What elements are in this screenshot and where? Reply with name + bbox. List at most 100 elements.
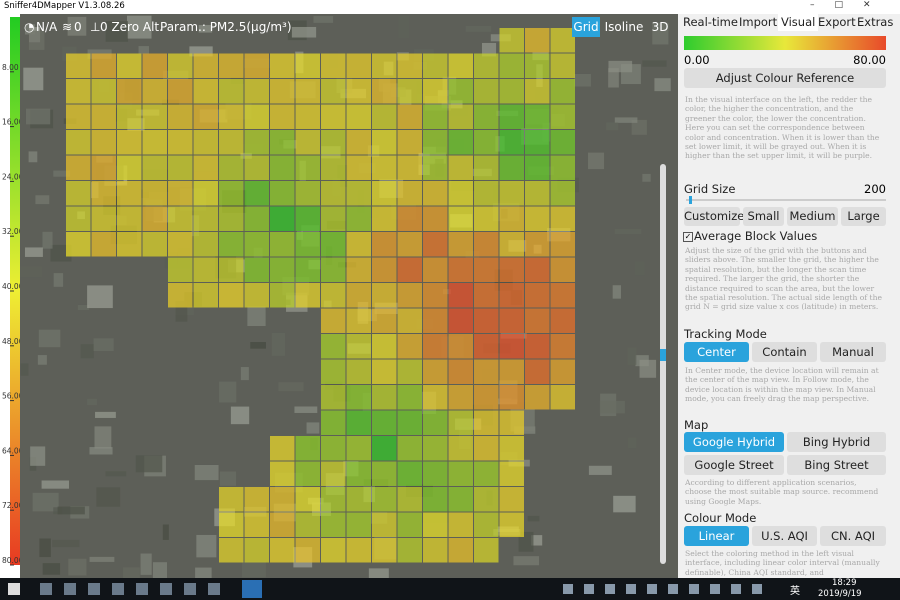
map-building — [241, 561, 266, 578]
grid-cell — [397, 232, 422, 257]
grid-cell — [270, 79, 295, 104]
grid-cell — [372, 104, 397, 129]
app-icon[interactable] — [242, 580, 262, 598]
average-label[interactable]: Average Block Values — [694, 229, 818, 243]
grid-cell — [550, 53, 575, 78]
grid-cell — [219, 206, 244, 231]
grid-cell — [499, 104, 524, 129]
colour-mode-button[interactable]: CN. AQI — [820, 526, 886, 546]
tracking-button[interactable]: Manual — [820, 342, 886, 362]
view-button[interactable]: Grid — [572, 17, 600, 37]
grid-button[interactable]: Customize — [684, 207, 744, 226]
grid-cell — [550, 283, 575, 308]
grid-cell — [66, 206, 91, 231]
grid-cell — [525, 79, 550, 104]
grid-cell — [168, 257, 193, 282]
colour-mode-button[interactable]: Linear — [684, 526, 749, 546]
grid-button[interactable]: Large — [841, 207, 886, 226]
grid-cell — [244, 181, 269, 206]
grid-cell — [525, 283, 550, 308]
map-building — [627, 347, 637, 365]
map-button[interactable]: Bing Street — [787, 455, 886, 475]
grid-cell — [525, 53, 550, 78]
checkbox[interactable]: ✓ — [683, 232, 693, 242]
grid-cell — [550, 232, 575, 257]
map-building — [37, 355, 47, 365]
map-building — [608, 68, 619, 88]
map-scrollbar[interactable] — [660, 164, 666, 564]
view-button[interactable]: 3D — [651, 20, 669, 34]
gradient-max: 80.00 — [853, 53, 886, 67]
grid-cell — [295, 206, 320, 231]
grid-cell — [321, 436, 346, 461]
grid-cell — [397, 181, 422, 206]
map-building — [639, 359, 657, 378]
grid-cell — [321, 410, 346, 435]
tab[interactable]: Export — [818, 15, 856, 29]
count: 0 — [74, 20, 82, 34]
clock-time: 18:29 — [832, 578, 857, 588]
grid-cell — [550, 334, 575, 359]
grid-cell — [244, 232, 269, 257]
grid-button[interactable]: Small — [743, 207, 784, 226]
grid-cell — [270, 538, 295, 563]
map-building — [162, 524, 169, 540]
grid-cell — [550, 181, 575, 206]
map-building — [152, 562, 168, 578]
map-button[interactable]: Google Hybrid — [684, 432, 784, 452]
slider-thumb[interactable] — [689, 196, 692, 204]
map-button[interactable]: Google Street — [684, 455, 784, 475]
tab[interactable]: Import — [739, 15, 778, 29]
grid-cell — [423, 410, 448, 435]
tracking-button[interactable]: Contain — [752, 342, 817, 362]
grid-cell — [474, 206, 499, 231]
grid-cell — [142, 181, 167, 206]
grid-cell — [117, 53, 142, 78]
scroll-thumb[interactable] — [660, 349, 666, 361]
start-button[interactable] — [8, 583, 20, 595]
grid-button[interactable]: Medium — [787, 207, 838, 226]
grid-cell — [372, 410, 397, 435]
grid-cell — [270, 130, 295, 155]
tab[interactable]: Real-time — [683, 15, 738, 29]
taskbar-apps[interactable] — [40, 583, 220, 595]
scale-tick-label: 48.00 — [2, 337, 24, 346]
map-building — [613, 495, 636, 513]
grid-cell — [244, 79, 269, 104]
grid-cell — [423, 257, 448, 282]
grid-cell — [321, 104, 346, 129]
map-building — [642, 60, 667, 67]
grid-cell — [346, 385, 371, 410]
parameter[interactable]: Param.: PM2.5(μg/m³) — [160, 20, 292, 34]
grid-cell — [142, 104, 167, 129]
map-building — [291, 26, 317, 38]
tab[interactable]: Extras — [857, 15, 894, 29]
ime[interactable]: 英 — [790, 586, 800, 597]
tracking-button[interactable]: Center — [684, 342, 749, 362]
grid-cell — [346, 53, 371, 78]
grid-cell — [219, 181, 244, 206]
grid-cell — [448, 334, 473, 359]
adjust-button[interactable]: Adjust Colour Reference — [684, 68, 886, 88]
colour-mode-label: Colour Mode — [684, 511, 757, 525]
map-building — [189, 46, 213, 57]
map-building — [42, 563, 61, 575]
colour-mode-button[interactable]: U.S. AQI — [752, 526, 817, 546]
grid-slider[interactable] — [686, 199, 886, 201]
grid-cell — [499, 385, 524, 410]
map-button[interactable]: Bing Hybrid — [787, 432, 886, 452]
map-building — [198, 24, 213, 33]
grid-cell — [448, 410, 473, 435]
map-label: Map — [684, 418, 709, 432]
view-button[interactable]: Isoline — [604, 20, 644, 34]
window-controls[interactable]: –□✕ — [810, 0, 891, 10]
tray-icons[interactable] — [563, 584, 773, 594]
grid-cell — [423, 155, 448, 180]
grid-cell — [295, 538, 320, 563]
grid-cell — [219, 487, 244, 512]
grid-cell — [168, 181, 193, 206]
tab-active[interactable]: Visual — [778, 14, 819, 31]
grid-cell — [448, 181, 473, 206]
grid-cell — [244, 257, 269, 282]
grid-cell — [397, 283, 422, 308]
